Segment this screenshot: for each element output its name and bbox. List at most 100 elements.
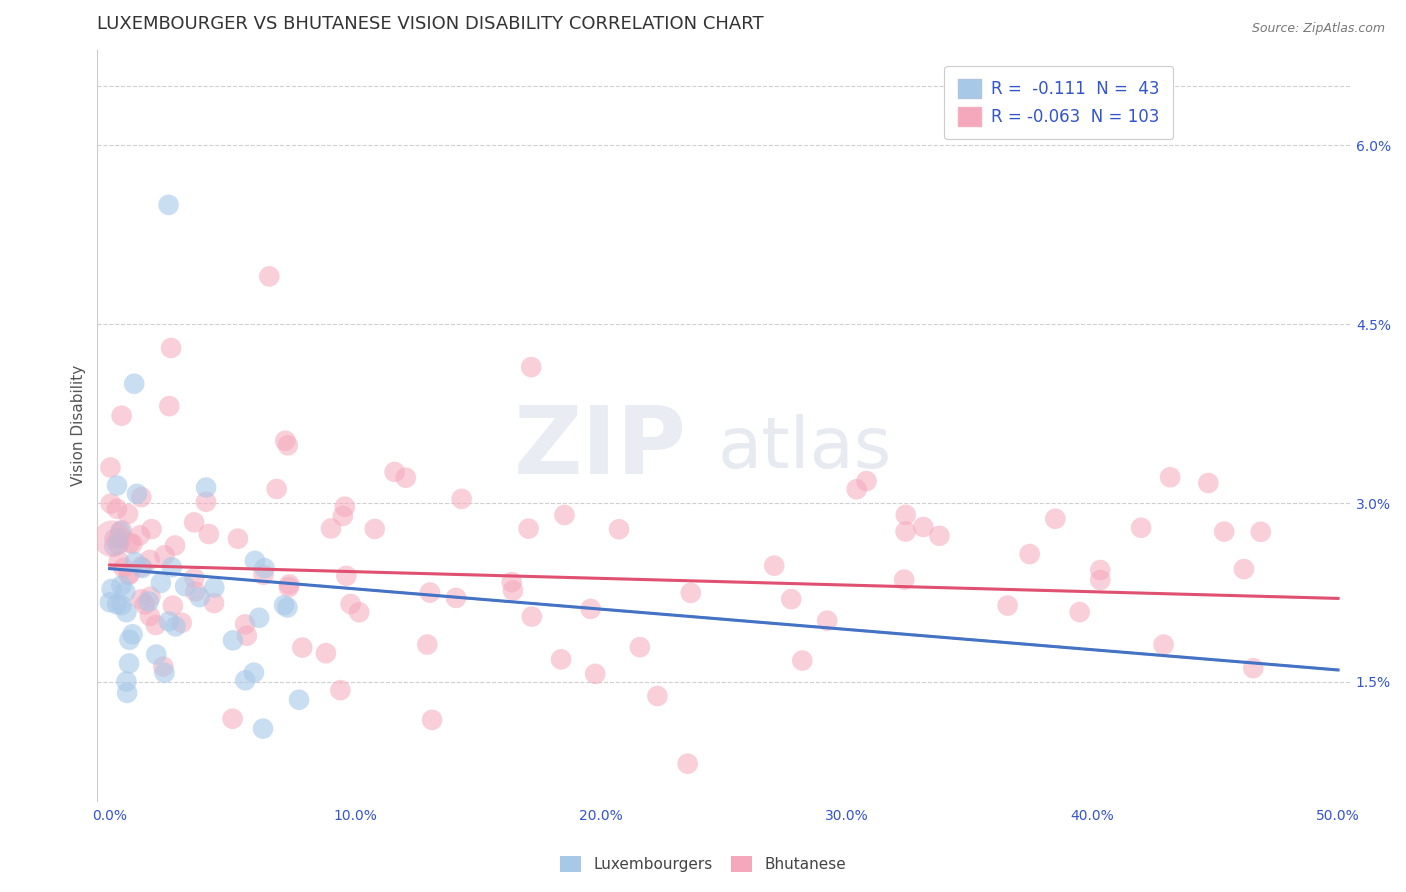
Point xyxy=(928,529,950,543)
Point xyxy=(997,599,1019,613)
Point xyxy=(153,665,176,680)
Point xyxy=(226,532,249,546)
Point xyxy=(115,686,138,700)
Point xyxy=(339,597,361,611)
Legend: R =  -0.111  N =  43, R = -0.063  N = 103: R = -0.111 N = 43, R = -0.063 N = 103 xyxy=(945,66,1173,139)
Point xyxy=(583,666,606,681)
Point xyxy=(679,586,702,600)
Point xyxy=(110,579,132,593)
Point xyxy=(188,591,211,605)
Point xyxy=(1159,470,1181,484)
Point xyxy=(628,640,651,655)
Point xyxy=(792,654,814,668)
Point xyxy=(221,712,243,726)
Point xyxy=(395,471,418,485)
Point xyxy=(170,615,193,630)
Point xyxy=(1090,573,1112,587)
Point xyxy=(160,560,183,574)
Point xyxy=(110,524,132,539)
Point xyxy=(138,594,160,608)
Point xyxy=(117,507,139,521)
Point xyxy=(162,599,184,613)
Point xyxy=(894,508,917,522)
Point xyxy=(129,528,152,542)
Point xyxy=(139,553,162,567)
Point xyxy=(855,474,877,488)
Point xyxy=(319,521,342,535)
Point xyxy=(145,648,167,662)
Point xyxy=(115,674,138,689)
Point xyxy=(233,617,256,632)
Point xyxy=(114,584,136,599)
Point xyxy=(152,659,174,673)
Point xyxy=(315,646,337,660)
Point xyxy=(420,713,443,727)
Point xyxy=(247,611,270,625)
Point xyxy=(419,585,441,599)
Point xyxy=(139,609,162,624)
Point xyxy=(502,583,524,598)
Point xyxy=(912,520,935,534)
Point xyxy=(332,508,354,523)
Point xyxy=(195,481,218,495)
Point xyxy=(278,577,301,591)
Point xyxy=(121,537,143,551)
Point xyxy=(553,508,575,522)
Point xyxy=(202,596,225,610)
Point xyxy=(115,605,138,619)
Point xyxy=(517,522,540,536)
Text: LUXEMBOURGER VS BHUTANESE VISION DISABILITY CORRELATION CHART: LUXEMBOURGER VS BHUTANESE VISION DISABIL… xyxy=(97,15,763,33)
Point xyxy=(103,539,125,553)
Point xyxy=(384,465,406,479)
Point xyxy=(236,629,259,643)
Point xyxy=(1018,547,1040,561)
Point xyxy=(288,692,311,706)
Point xyxy=(277,580,299,594)
Point xyxy=(149,576,172,591)
Point xyxy=(1130,521,1153,535)
Point xyxy=(607,522,630,536)
Text: ZIP: ZIP xyxy=(513,402,686,494)
Point xyxy=(112,561,135,575)
Point xyxy=(105,501,128,516)
Point xyxy=(121,627,143,641)
Point xyxy=(676,756,699,771)
Point xyxy=(520,360,543,375)
Point xyxy=(450,491,472,506)
Point xyxy=(501,575,523,590)
Point xyxy=(202,581,225,595)
Point xyxy=(195,495,218,509)
Point xyxy=(183,516,205,530)
Point xyxy=(1045,512,1067,526)
Point xyxy=(157,198,180,212)
Point xyxy=(252,722,274,736)
Point xyxy=(108,554,131,568)
Point xyxy=(100,582,122,596)
Point xyxy=(118,657,141,671)
Point xyxy=(129,592,152,607)
Point xyxy=(520,609,543,624)
Point xyxy=(198,527,221,541)
Point xyxy=(579,602,602,616)
Point xyxy=(165,619,187,633)
Point xyxy=(105,478,128,492)
Point xyxy=(134,598,156,612)
Point xyxy=(329,683,352,698)
Point xyxy=(276,600,298,615)
Point xyxy=(110,599,132,613)
Point xyxy=(157,615,180,629)
Point xyxy=(125,487,148,501)
Text: Source: ZipAtlas.com: Source: ZipAtlas.com xyxy=(1251,22,1385,36)
Point xyxy=(253,561,276,575)
Point xyxy=(252,567,274,582)
Point xyxy=(129,559,152,574)
Point xyxy=(145,618,167,632)
Point xyxy=(1241,661,1264,675)
Point xyxy=(266,482,288,496)
Point xyxy=(139,590,162,604)
Point xyxy=(1090,563,1112,577)
Point xyxy=(1213,524,1236,539)
Point xyxy=(107,537,129,551)
Point xyxy=(763,558,786,573)
Point xyxy=(100,497,122,511)
